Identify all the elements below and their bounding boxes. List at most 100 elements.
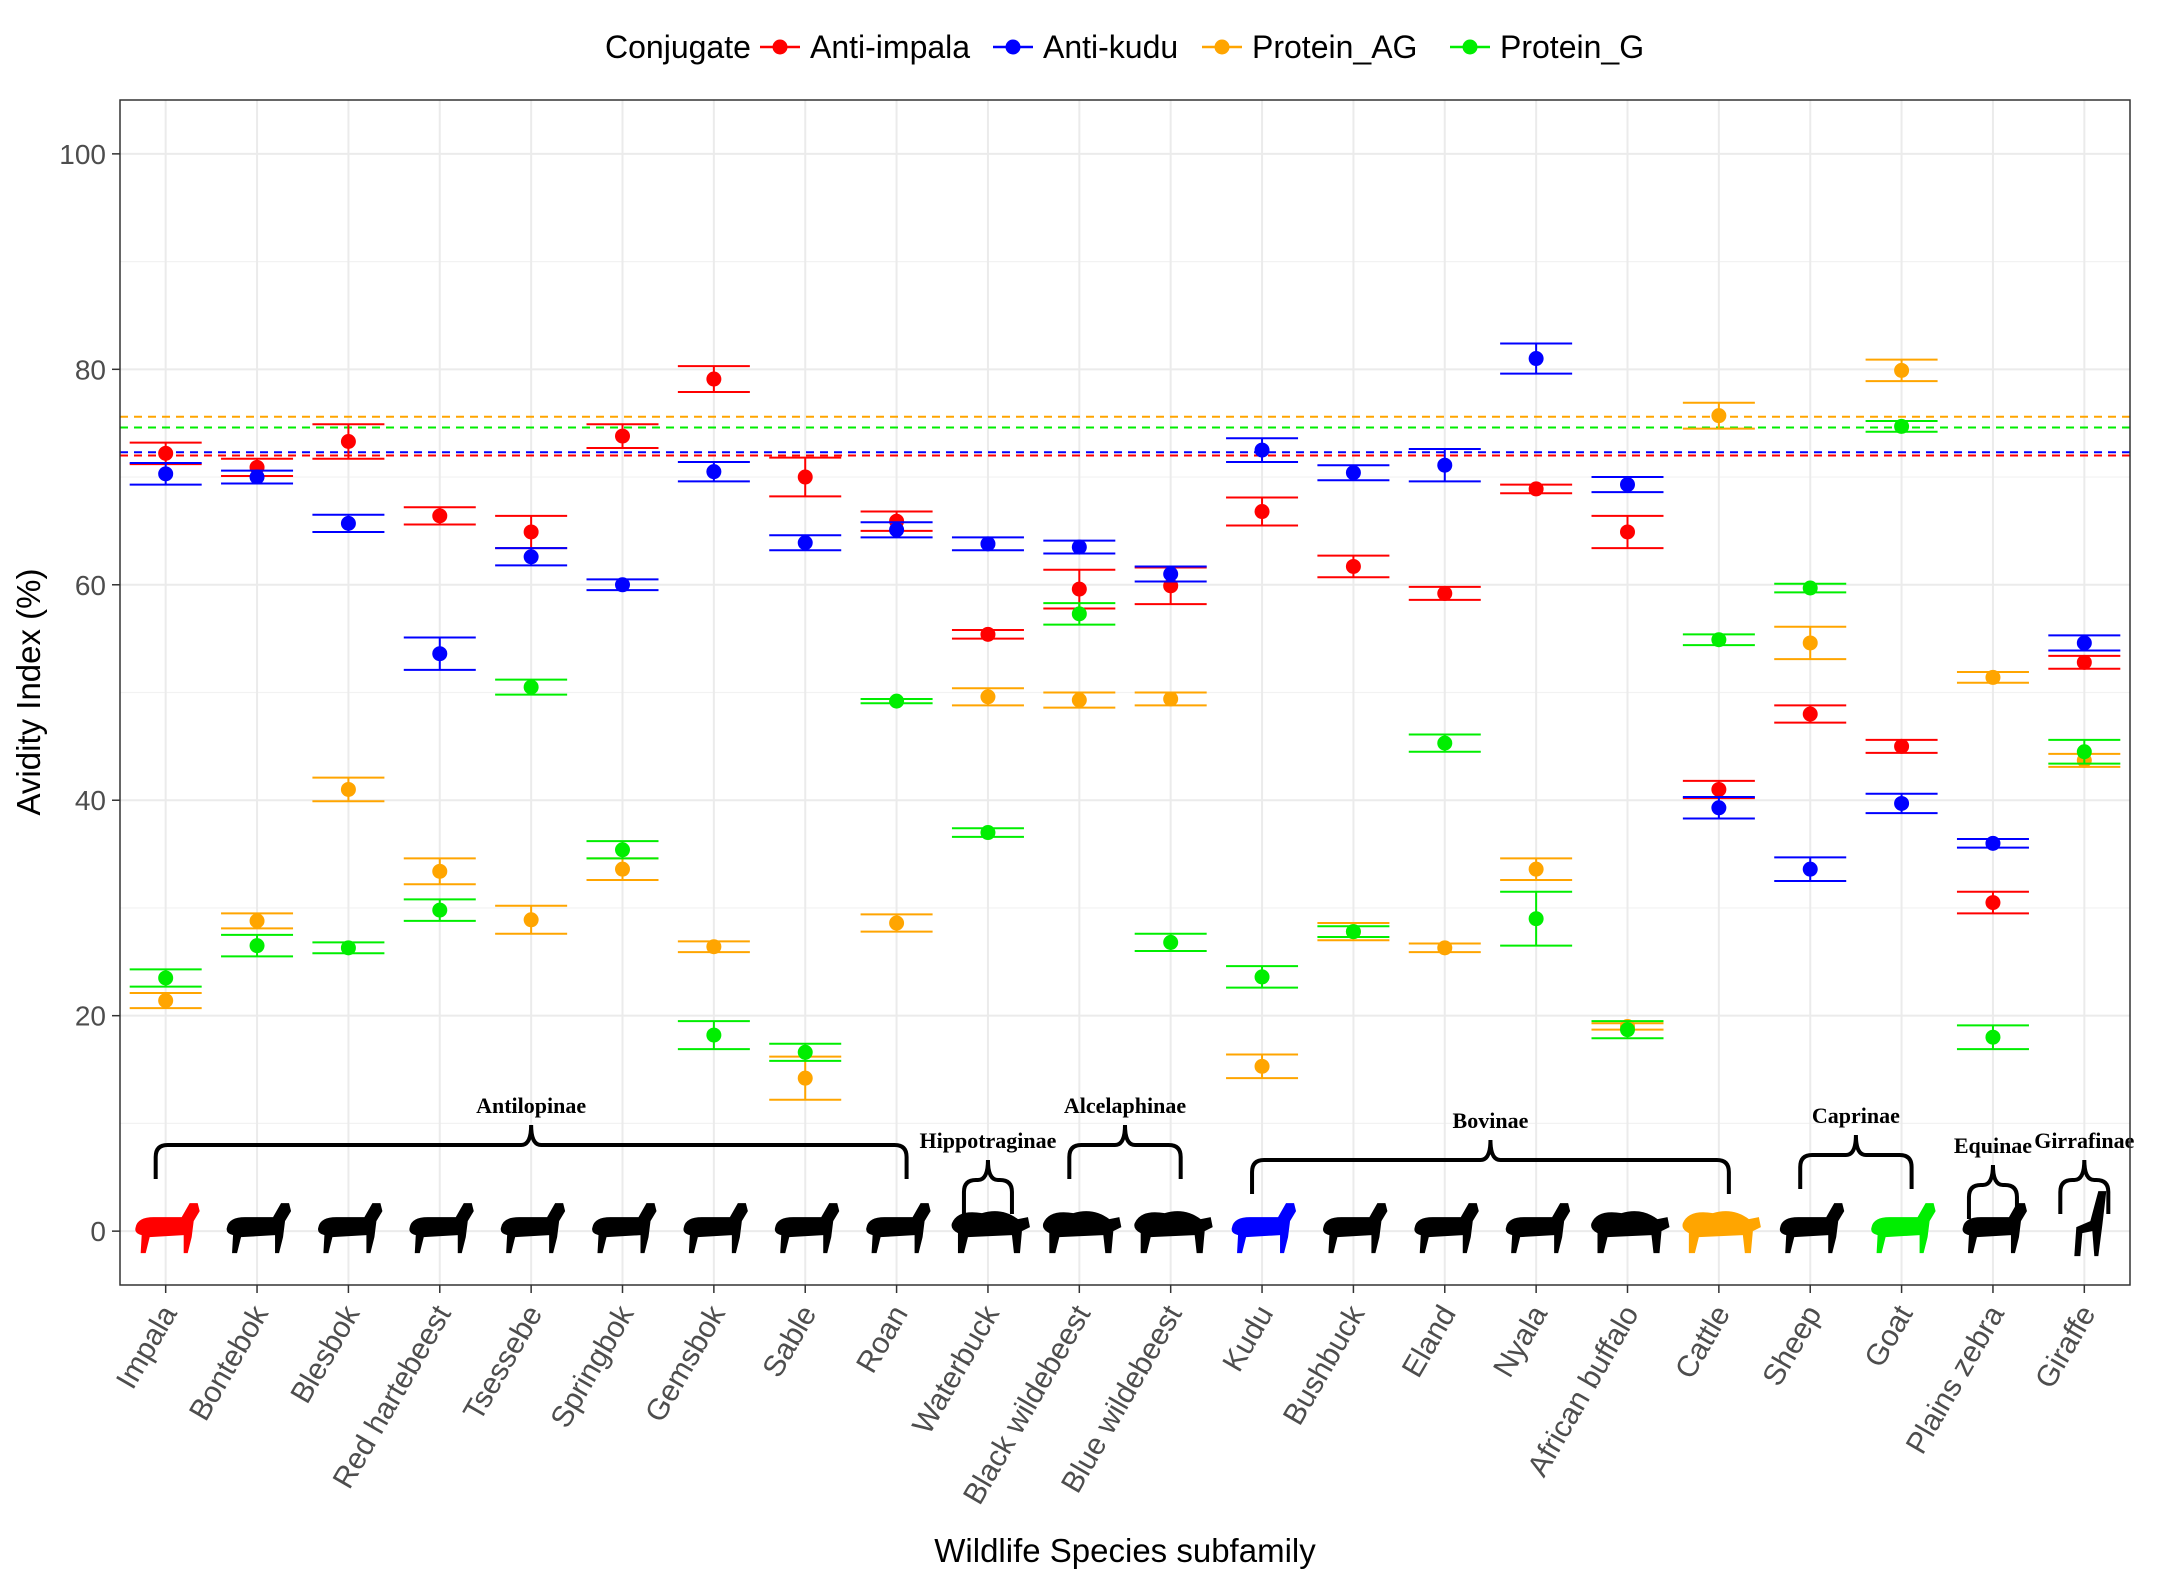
animal-silhouette-icon [135, 1203, 200, 1254]
data-point [1711, 781, 1727, 797]
animal-silhouette-icon [2074, 1191, 2107, 1257]
data-point [1254, 1058, 1270, 1074]
data-point [249, 469, 265, 485]
data-point [1802, 706, 1818, 722]
x-tick-label: Impala [110, 1300, 184, 1395]
data-point [432, 508, 448, 524]
y-tick-label: 40 [75, 785, 106, 816]
subfamily-label: Equinae [1954, 1133, 2032, 1158]
data-point [249, 913, 265, 929]
y-tick-label: 80 [75, 354, 106, 385]
data-point [1528, 481, 1544, 497]
animal-silhouette-icon [500, 1203, 566, 1254]
animal-silhouette-icon [1871, 1203, 1936, 1254]
x-tick-label: Giraffe [2029, 1300, 2102, 1394]
animal-silhouette-icon [866, 1203, 931, 1254]
x-tick-label: Roan [850, 1300, 914, 1379]
x-tick-label: Waterbuck [906, 1299, 1006, 1440]
y-tick-label: 100 [59, 139, 106, 170]
data-point [889, 693, 905, 709]
data-point [980, 536, 996, 552]
animal-silhouette-icon [1779, 1203, 1845, 1254]
x-tick-label: Nyala [1487, 1300, 1554, 1383]
x-tick-label: Cattle [1669, 1300, 1737, 1384]
legend-key-point [772, 39, 788, 55]
data-point [523, 524, 539, 540]
animal-silhouette-icon [774, 1203, 840, 1254]
data-point [1802, 861, 1818, 877]
legend-label: Protein_AG [1252, 29, 1417, 65]
data-point [340, 781, 356, 797]
data-point [1894, 738, 1910, 754]
x-tick-label: Kudu [1216, 1300, 1280, 1377]
animal-silhouette-icon [409, 1203, 474, 1254]
animal-silhouette-icon [592, 1203, 657, 1254]
data-point [706, 1027, 722, 1043]
legend-label: Anti-impala [810, 29, 970, 65]
data-point [1985, 1029, 2001, 1045]
data-point [1620, 1022, 1635, 1038]
animal-silhouette-icon [1231, 1203, 1297, 1254]
subfamily-label: Hippotraginae [920, 1128, 1057, 1153]
data-point [980, 689, 996, 705]
data-point [158, 445, 174, 461]
data-point [1711, 632, 1727, 648]
data-point [2076, 635, 2092, 651]
x-tick-label: Gemsbok [639, 1299, 732, 1428]
x-tick-label: Springbok [544, 1299, 641, 1433]
x-tick-label: Goat [1859, 1299, 1920, 1372]
animal-silhouette-icon [318, 1203, 383, 1254]
data-point [1437, 457, 1453, 473]
data-point [2076, 744, 2092, 760]
animal-silhouette-icon [683, 1203, 748, 1254]
x-tick-label: Bontebok [183, 1299, 275, 1426]
subfamily-brace [961, 1159, 1014, 1214]
legend-title: Conjugate [605, 29, 751, 65]
data-point [1985, 895, 2001, 911]
data-point [1894, 795, 1910, 811]
subfamily-label: Girrafinae [2034, 1128, 2134, 1153]
subfamily-label: Caprinae [1812, 1103, 1900, 1128]
data-point [523, 679, 539, 695]
plot-border [119, 99, 2131, 1286]
data-point [1620, 477, 1635, 493]
legend-label: Protein_G [1500, 29, 1644, 65]
data-point [615, 842, 630, 858]
data-point [980, 825, 996, 841]
animal-silhouette-icon [1962, 1203, 2027, 1254]
data-point [432, 863, 448, 879]
legend-label: Anti-kudu [1043, 29, 1178, 65]
data-point [706, 939, 722, 955]
animal-silhouette-icon [951, 1211, 1030, 1254]
data-point [889, 522, 905, 538]
data-point [1894, 362, 1910, 378]
data-point [1163, 934, 1179, 950]
data-point [797, 469, 813, 485]
x-tick-label: Bushbuck [1277, 1299, 1372, 1430]
animal-silhouette-icon [1134, 1211, 1213, 1254]
subfamily-brace [153, 1124, 909, 1179]
x-tick-label: Eland [1396, 1300, 1463, 1383]
subfamily-brace [1966, 1164, 2019, 1219]
data-point [1163, 691, 1179, 707]
x-axis-title: Wildlife Species subfamily [934, 1532, 1316, 1569]
data-point [1711, 408, 1727, 424]
data-point [432, 902, 448, 918]
data-point [158, 970, 174, 986]
data-point [249, 938, 265, 954]
data-point [980, 626, 996, 642]
data-point [523, 912, 539, 928]
data-point [1620, 524, 1635, 540]
data-point [1254, 504, 1270, 520]
data-point [706, 464, 722, 480]
x-tick-label: Sheep [1756, 1300, 1828, 1392]
data-point [1985, 669, 2001, 685]
data-point [1071, 606, 1087, 622]
subfamily-brace [1250, 1139, 1731, 1194]
data-point [1528, 911, 1544, 927]
data-point [1071, 692, 1087, 708]
animal-silhouette-icon [226, 1203, 292, 1254]
legend: Conjugate Anti-impala Anti-kudu Protein_AG… [605, 29, 1644, 65]
data-point [1254, 969, 1270, 985]
data-point [1345, 465, 1361, 481]
